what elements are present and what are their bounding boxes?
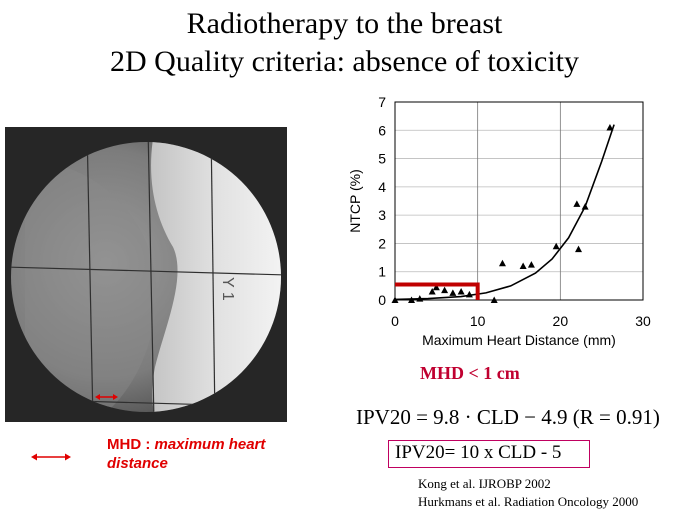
legend-definition-line1: maximum heart [154, 436, 266, 453]
data-point [498, 259, 506, 267]
simplified-formula: IPV20= 10 x CLD - 5 [395, 442, 562, 463]
x-tick-label: 0 [391, 313, 399, 329]
data-point [428, 288, 436, 295]
data-point [527, 261, 535, 268]
y-tick-label: 5 [378, 151, 386, 167]
legend-definition-line2: distance [107, 455, 168, 472]
fit-curve [394, 124, 615, 301]
mhd-legend-text: MHD : maximum heart distance [107, 435, 337, 473]
xray-image: Y 1 [5, 127, 287, 422]
x-tick-label: 20 [553, 313, 569, 329]
xray-illustration: Y 1 [5, 127, 287, 422]
data-point [391, 296, 399, 303]
data-points [391, 123, 614, 303]
legend-arrow-icon [31, 453, 71, 461]
data-point [408, 296, 416, 303]
simplified-formula-box: IPV20= 10 x CLD - 5 [388, 440, 590, 468]
y-tick-label: 3 [378, 207, 386, 223]
data-point [573, 200, 581, 207]
data-point [449, 289, 457, 296]
data-point [606, 123, 614, 131]
data-point [519, 262, 527, 270]
data-point [552, 242, 560, 250]
mhd-marker-arrow [95, 394, 118, 400]
data-point [490, 296, 498, 303]
y-tick-label: 0 [378, 292, 386, 308]
data-point [432, 283, 440, 291]
xray-field-marker: Y 1 [219, 277, 236, 301]
x-tick-label: 10 [470, 313, 486, 329]
fitted-formula: IPV20 = 9.8 · CLD − 4.9 (R = 0.91) [356, 405, 660, 429]
chart-x-axis-label: Maximum Heart Distance (mm) [422, 332, 616, 348]
y-tick-label: 7 [378, 94, 386, 110]
y-tick-label: 6 [378, 122, 386, 138]
ntcp-chart: 0 1 2 3 4 5 6 7 0 10 20 30 Maximum Heart Distance (… [347, 94, 651, 348]
chart-y-axis-label: NTCP (%) [347, 169, 363, 233]
data-point [465, 290, 473, 298]
plot-border [394, 101, 644, 301]
x-tick-label: 30 [635, 313, 651, 329]
y-tick-label: 1 [378, 264, 386, 280]
legend-abbreviation: MHD : [107, 436, 151, 453]
y-tick-label: 2 [378, 235, 386, 251]
mhd-criterion: MHD < 1 cm [420, 363, 520, 383]
reference-1: Kong et al. IJROBP 2002 [418, 476, 551, 491]
data-point [416, 295, 424, 302]
data-point [581, 203, 589, 210]
data-point [457, 288, 465, 295]
data-point [441, 286, 449, 294]
data-point [575, 245, 583, 253]
chart-grid [394, 101, 644, 301]
y-tick-label: 4 [378, 179, 386, 195]
chart-tick-labels: 0 1 2 3 4 5 6 7 0 10 20 30 [378, 94, 651, 329]
threshold-marker [395, 282, 480, 300]
slide-title-line2: 2D Quality criteria: absence of toxicity [110, 45, 579, 78]
reference-2: Hurkmans et al. Radiation Oncology 2000 [418, 494, 639, 509]
slide-title-line1: Radiotherapy to the breast [186, 7, 503, 40]
